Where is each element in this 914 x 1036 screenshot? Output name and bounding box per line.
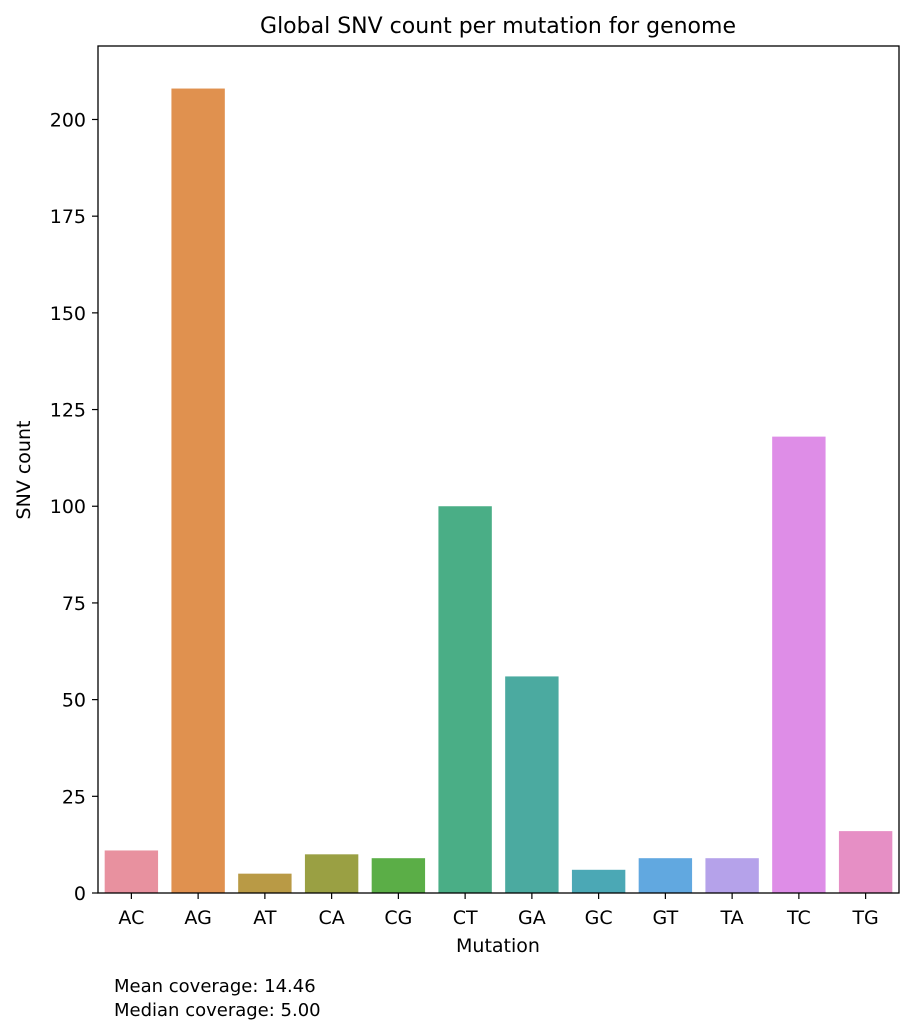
bar-ac	[104, 850, 159, 893]
x-tick-label: AG	[184, 907, 211, 929]
y-tick-label: 25	[62, 786, 86, 808]
bar-gc	[571, 869, 626, 893]
x-tick-label: CG	[384, 907, 412, 929]
chart-title: Global SNV count per mutation for genome	[260, 14, 736, 39]
x-tick-label: GT	[653, 907, 679, 929]
y-tick-label: 50	[62, 690, 86, 712]
bar-ga	[505, 676, 559, 893]
bar-gt	[638, 858, 693, 893]
median-coverage-text: Median coverage: 5.00	[114, 1000, 321, 1021]
y-tick-label: 75	[62, 593, 86, 615]
bar-ag	[171, 88, 225, 893]
y-tick-label: 100	[50, 496, 86, 518]
x-axis-label: Mutation	[456, 935, 540, 957]
y-axis: 0 25 50 75 100 125 150 175 200	[50, 109, 98, 905]
y-tick-label: 200	[50, 109, 86, 131]
y-tick-label: 175	[50, 206, 86, 228]
bars-layer	[104, 88, 893, 893]
bar-tg	[838, 831, 893, 893]
x-tick-label: TA	[720, 907, 744, 929]
x-tick-label: GA	[518, 907, 546, 929]
bar-tc	[772, 436, 826, 893]
x-tick-label: TG	[851, 907, 878, 929]
x-tick-label: AT	[253, 907, 277, 929]
x-tick-label: GC	[585, 907, 613, 929]
mean-coverage-text: Mean coverage: 14.46	[114, 976, 316, 997]
x-tick-label: CA	[318, 907, 344, 929]
bar-ta	[705, 858, 759, 893]
y-tick-label: 0	[74, 883, 86, 905]
x-axis: AC AG AT CA CG CT GA GC GT TA TC TG	[118, 893, 879, 929]
y-tick-label: 125	[50, 400, 86, 422]
bar-cg	[371, 858, 426, 893]
x-tick-label: CT	[453, 907, 478, 929]
x-tick-label: TC	[786, 907, 811, 929]
bar-at	[238, 873, 292, 893]
bar-ct	[438, 506, 492, 893]
x-tick-label: AC	[118, 907, 144, 929]
y-axis-label: SNV count	[13, 421, 35, 520]
plot-frame	[97, 45, 900, 894]
bar-ca	[304, 854, 359, 893]
y-tick-label: 150	[50, 303, 86, 325]
